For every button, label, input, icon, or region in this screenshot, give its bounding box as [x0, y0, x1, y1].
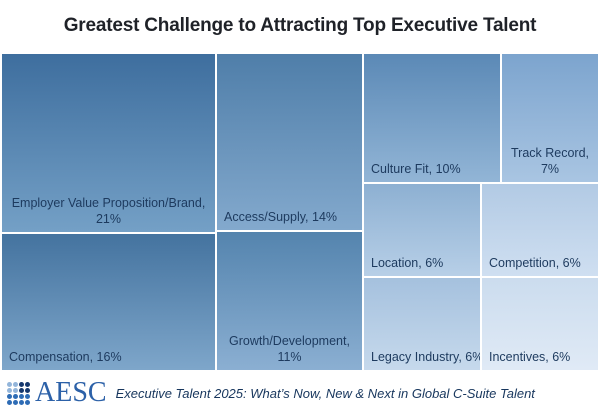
- aesc-wordmark: AESC: [35, 377, 107, 408]
- treemap-cell-growth-development: Growth/Development, 11%: [217, 232, 362, 370]
- treemap-row-middle: Location, 6% Competition, 6%: [364, 184, 598, 276]
- cell-label: Location, 6%: [371, 255, 444, 270]
- treemap-column-middle: Access/Supply, 14% Growth/Development, 1…: [217, 54, 362, 370]
- treemap-cell-access-supply: Access/Supply, 14%: [217, 54, 362, 230]
- aesc-dot-grid-icon: [7, 381, 30, 405]
- cell-label: Competition, 6%: [489, 255, 581, 270]
- treemap-row-top: Culture Fit, 10% Track Record, 7%: [364, 54, 598, 182]
- treemap-cell-track-record: Track Record, 7%: [502, 54, 598, 182]
- treemap-chart: Employer Value Proposition/Brand, 21% Co…: [0, 52, 600, 372]
- cell-label: Growth/Development, 11%: [229, 333, 350, 364]
- cell-label: Access/Supply, 14%: [224, 209, 338, 224]
- treemap-row-bottom: Legacy Industry, 6% Incentives, 6%: [364, 278, 598, 370]
- cell-label: Legacy Industry, 6%: [371, 349, 480, 364]
- treemap-cell-competition: Competition, 6%: [482, 184, 598, 276]
- treemap-cell-incentives: Incentives, 6%: [482, 278, 598, 370]
- footer: AESC Executive Talent 2025: What’s Now, …: [0, 372, 600, 414]
- treemap-column-right: Culture Fit, 10% Track Record, 7% Locati…: [364, 54, 598, 370]
- cell-label: Culture Fit, 10%: [371, 161, 461, 176]
- cell-label: Track Record, 7%: [510, 145, 590, 176]
- page-title: Greatest Challenge to Attracting Top Exe…: [63, 15, 537, 36]
- aesc-logo: AESC: [7, 379, 107, 407]
- title-bar: Greatest Challenge to Attracting Top Exe…: [0, 0, 600, 52]
- treemap-cell-legacy-industry: Legacy Industry, 6%: [364, 278, 480, 370]
- treemap-cell-compensation: Compensation, 16%: [2, 234, 215, 370]
- cell-label: Employer Value Proposition/Brand, 21%: [11, 195, 206, 226]
- footer-caption: Executive Talent 2025: What’s Now, New &…: [115, 385, 535, 401]
- cell-label: Compensation, 16%: [9, 349, 122, 364]
- treemap-cell-culture-fit: Culture Fit, 10%: [364, 54, 500, 182]
- treemap-cell-location: Location, 6%: [364, 184, 480, 276]
- treemap-cell-employer-value-proposition-brand: Employer Value Proposition/Brand, 21%: [2, 54, 215, 232]
- cell-label: Incentives, 6%: [489, 349, 571, 364]
- treemap-column-left: Employer Value Proposition/Brand, 21% Co…: [2, 54, 215, 370]
